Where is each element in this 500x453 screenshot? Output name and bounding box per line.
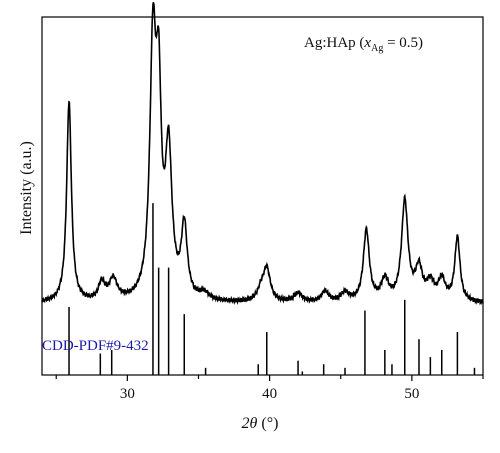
- sample-annotation: Ag:HAp (xAg = 0.5): [304, 35, 423, 54]
- plot-area: [41, 16, 484, 376]
- y-axis-label: Intensity (a.u.): [18, 141, 35, 235]
- x-axis-ticks: 30 40 50: [55, 375, 484, 402]
- reference-pattern-label: CDD-PDF#9-432: [42, 338, 149, 354]
- x-tick-label: 50: [404, 386, 419, 402]
- x-axis-label: 2θ (°): [242, 415, 279, 432]
- x-tick-label: 40: [262, 386, 277, 402]
- reference-pattern: [68, 203, 476, 375]
- x-tick-label: 30: [120, 386, 135, 402]
- plot-frame: [41, 16, 484, 376]
- diffraction-curve: [41, 2, 484, 306]
